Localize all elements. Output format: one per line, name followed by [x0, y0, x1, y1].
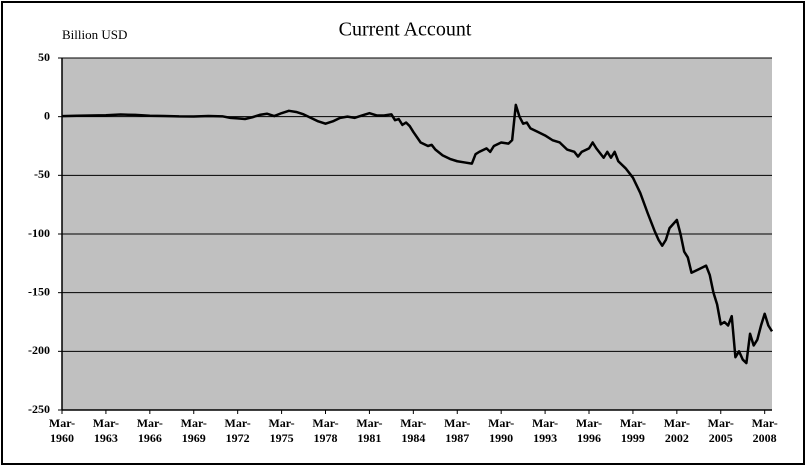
x-tick-label: Mar-1963 [92, 416, 119, 445]
y-tick-label: 0 [44, 108, 50, 122]
x-tick-label: Mar-1987 [444, 416, 471, 445]
x-tick-label: Mar-1990 [488, 416, 515, 445]
x-tick-label: Mar-2002 [663, 416, 690, 445]
x-tick-label: Mar-1969 [180, 416, 207, 445]
x-tick-label: Mar-1966 [136, 416, 163, 445]
x-tick-label: Mar-1999 [619, 416, 647, 445]
x-tick-label: Mar-1960 [48, 416, 76, 445]
x-tick-label: Mar-1996 [575, 416, 603, 445]
y-tick-label: -250 [28, 402, 50, 416]
y-axis-label: Billion USD [62, 27, 127, 42]
x-tick-label: Mar-2005 [707, 416, 734, 445]
y-tick-label: -150 [28, 284, 50, 298]
y-tick-label: -100 [28, 226, 50, 240]
chart-title: Current Account [339, 19, 472, 41]
y-tick-label: -200 [28, 343, 50, 357]
y-tick-label: 50 [38, 50, 50, 64]
x-tick-label: Mar-1984 [400, 416, 427, 445]
data-line [61, 103, 774, 365]
x-tick-label: Mar-1975 [268, 416, 295, 445]
x-tick-label: Mar-2008 [751, 416, 778, 445]
chart-frame [1, 1, 805, 465]
y-tick-label: -50 [34, 167, 50, 181]
x-tick-label: Mar-1978 [312, 416, 339, 445]
x-tick-label: Mar-1972 [224, 416, 251, 445]
x-tick-label: Mar-1993 [531, 416, 559, 445]
x-tick-label: Mar-1981 [356, 416, 383, 445]
